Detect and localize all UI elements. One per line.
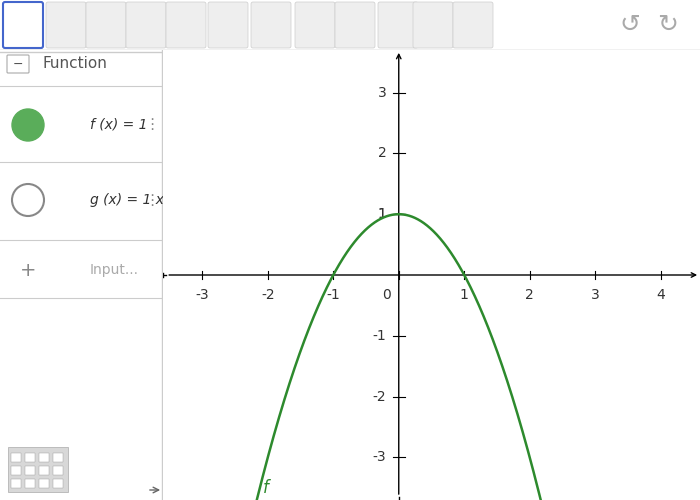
Bar: [25, 466, 35, 475]
Text: 1: 1: [377, 207, 386, 221]
Text: Function: Function: [43, 56, 107, 72]
Text: ⋮: ⋮: [144, 192, 160, 208]
Bar: [39, 466, 49, 475]
Text: ↻: ↻: [657, 13, 678, 37]
Bar: [11, 453, 21, 462]
Text: ⋮: ⋮: [144, 118, 160, 132]
Text: f: f: [263, 479, 270, 497]
FancyBboxPatch shape: [86, 2, 126, 48]
Text: -2: -2: [372, 390, 386, 404]
FancyBboxPatch shape: [378, 2, 418, 48]
Text: -2: -2: [261, 288, 274, 302]
FancyBboxPatch shape: [335, 2, 375, 48]
Circle shape: [12, 109, 44, 141]
Text: 0: 0: [382, 288, 391, 302]
Text: 1: 1: [460, 288, 469, 302]
Text: g (x) = 1 x: g (x) = 1 x: [90, 193, 164, 207]
FancyBboxPatch shape: [208, 2, 248, 48]
Bar: [11, 479, 21, 488]
FancyBboxPatch shape: [251, 2, 291, 48]
Text: f (x) = 1: f (x) = 1: [90, 118, 148, 132]
Text: 2: 2: [526, 288, 534, 302]
FancyBboxPatch shape: [413, 2, 453, 48]
Bar: [8, 447, 68, 492]
FancyBboxPatch shape: [126, 2, 166, 48]
Bar: [25, 453, 35, 462]
Text: ↺: ↺: [620, 13, 640, 37]
Text: 3: 3: [377, 86, 386, 100]
Text: Input...: Input...: [90, 263, 139, 277]
FancyBboxPatch shape: [7, 55, 29, 73]
Text: -3: -3: [195, 288, 209, 302]
Text: 1: 1: [377, 207, 386, 221]
Text: 3: 3: [591, 288, 600, 302]
FancyBboxPatch shape: [295, 2, 335, 48]
Bar: [39, 479, 49, 488]
Circle shape: [12, 184, 44, 216]
FancyBboxPatch shape: [166, 2, 206, 48]
FancyBboxPatch shape: [3, 2, 43, 48]
Bar: [25, 479, 35, 488]
FancyBboxPatch shape: [453, 2, 493, 48]
Text: −: −: [13, 58, 23, 70]
FancyBboxPatch shape: [46, 2, 86, 48]
Bar: [39, 453, 49, 462]
Text: -1: -1: [326, 288, 340, 302]
Bar: [53, 479, 63, 488]
Bar: [53, 453, 63, 462]
Bar: [53, 466, 63, 475]
Text: -3: -3: [372, 450, 386, 464]
Text: 4: 4: [657, 288, 665, 302]
Text: +: +: [20, 260, 36, 280]
Text: 2: 2: [377, 146, 386, 160]
Bar: [11, 466, 21, 475]
Text: -1: -1: [372, 329, 386, 343]
